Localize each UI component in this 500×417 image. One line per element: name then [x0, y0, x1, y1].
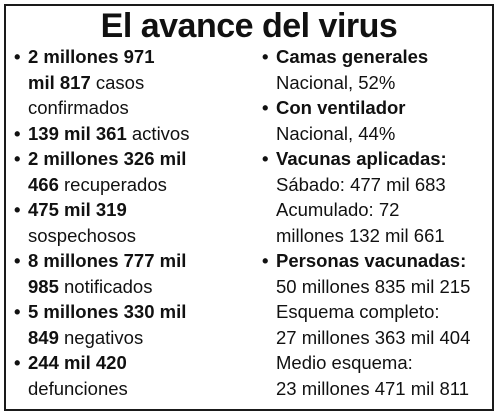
half-scheme-label: Medio esquema:	[276, 352, 413, 373]
notified-value-line2: 985	[28, 275, 59, 297]
list-item-ventilator-beds: • Con ventilador Nacional, 44%	[260, 95, 492, 146]
list-item-recovered: • 2 millones 326 mil 466 recuperados	[12, 146, 248, 197]
recovered-label: recuperados	[64, 173, 167, 195]
ventilator-label: Con ventilador	[276, 97, 406, 118]
right-column: • Camas generales Nacional, 52% • Con ve…	[260, 44, 492, 401]
bullet-icon: •	[14, 301, 21, 322]
complete-scheme-value: 27 millones 363 mil 404	[276, 326, 471, 348]
vaccines-cumulative-line2: millones 132 mil 661	[276, 224, 445, 246]
left-column: • 2 millones 971 mil 817 casos confirmad…	[12, 44, 248, 401]
deaths-value: 244 mil 420	[28, 352, 127, 373]
suspected-label: sospechosos	[28, 224, 136, 246]
negative-value-line1: 5 millones 330 mil	[28, 301, 187, 322]
confirmed-value-line2: mil 817	[28, 71, 91, 93]
list-item-deaths: • 244 mil 420 defunciones	[12, 350, 248, 401]
confirmed-label-line2: confirmados	[28, 97, 129, 118]
confirmed-value-line1: 2 millones 971	[28, 46, 155, 67]
list-item-people-vaccinated: • Personas vacunadas: 50 millones 835 mi…	[260, 248, 492, 401]
people-vaccinated-total: 50 millones 835 mil 215	[276, 275, 471, 297]
bullet-icon: •	[262, 46, 269, 67]
list-item-negative: • 5 millones 330 mil 849 negativos	[12, 299, 248, 350]
confirmed-label: casos	[95, 71, 145, 93]
ventilator-value: Nacional, 44%	[276, 122, 396, 144]
list-item-suspected: • 475 mil 319 sospechosos	[12, 197, 248, 248]
deaths-label: defunciones	[28, 377, 128, 399]
suspected-value: 475 mil 319	[28, 199, 127, 220]
bullet-icon: •	[14, 148, 21, 169]
negative-value-line2: 849	[28, 326, 59, 348]
bullet-icon: •	[262, 148, 269, 169]
half-scheme-value: 23 millones 471 mil 811	[276, 377, 469, 399]
vaccines-saturday: Sábado: 477 mil 683	[276, 173, 446, 195]
list-item-vaccines-applied: • Vacunas aplicadas: Sábado: 477 mil 683…	[260, 146, 492, 248]
bullet-icon: •	[14, 352, 21, 373]
notified-value-line1: 8 millones 777 mil	[28, 250, 187, 271]
active-label: activos	[131, 122, 190, 144]
bullet-icon: •	[14, 199, 21, 220]
negative-label: negativos	[64, 326, 144, 348]
notified-label: notificados	[64, 275, 153, 297]
recovered-value-line1: 2 millones 326 mil	[28, 148, 187, 169]
bullet-icon: •	[14, 122, 21, 144]
bullet-icon: •	[262, 250, 269, 271]
list-item-general-beds: • Camas generales Nacional, 52%	[260, 44, 492, 95]
complete-scheme-label: Esquema completo:	[276, 301, 440, 322]
bullet-icon: •	[14, 250, 21, 271]
list-item-notified: • 8 millones 777 mil 985 notificados	[12, 248, 248, 299]
vaccines-cumulative-line1: Acumulado: 72	[276, 199, 400, 220]
general-beds-value: Nacional, 52%	[276, 71, 396, 93]
bullet-icon: •	[262, 97, 269, 118]
bullet-icon: •	[14, 46, 21, 67]
general-beds-label: Camas generales	[276, 46, 429, 67]
list-item-active: • 139 mil 361 activos	[12, 121, 248, 147]
recovered-value-line2: 466	[28, 173, 59, 195]
active-value: 139 mil 361	[28, 122, 127, 144]
vaccines-applied-label: Vacunas aplicadas:	[276, 148, 447, 169]
infographic-title: El avance del virus	[100, 7, 398, 45]
list-item-confirmed: • 2 millones 971 mil 817 casos confirmad…	[12, 44, 248, 121]
infographic-box: El avance del virus • 2 millones 971 mil…	[4, 4, 494, 411]
people-vaccinated-label: Personas vacunadas:	[276, 250, 467, 271]
